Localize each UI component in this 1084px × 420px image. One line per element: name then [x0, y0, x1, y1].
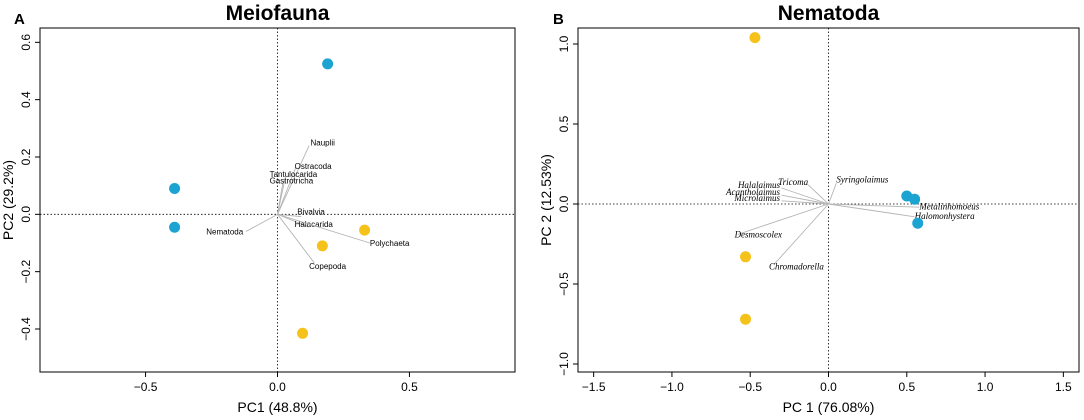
- panel-b-x-tick-label: 0.0: [820, 380, 837, 394]
- panel-b-vector-label-syringolaimus: Syringolaimus: [836, 174, 888, 184]
- panel-a-x-tick-label: 0.5: [401, 380, 418, 394]
- panel-a-vector-label-polychaeta: Polychaeta: [370, 239, 410, 248]
- panel-a-vector-polychaeta: [277, 213, 370, 244]
- panel-b-vector-label-tricoma: Tricoma: [778, 177, 809, 187]
- panel-b-x-tick-label: 0.5: [898, 380, 915, 394]
- panel-b-vector-chromadorella: [773, 203, 829, 266]
- panel-b-point-yellow: [740, 251, 752, 263]
- panel-a-vector-nauplii: [277, 145, 310, 215]
- panel-b-point-blue: [909, 193, 921, 205]
- panel-b-vector-label-microlaimus: Microlaimus: [733, 193, 780, 203]
- panel-a-y-tick-label: 0.0: [19, 206, 33, 223]
- panel-b-vector-acantholaimus: [781, 194, 829, 205]
- panel-a-vector-bivalvia: [277, 213, 302, 218]
- panel-a-x-tick-label: −0.5: [134, 380, 158, 394]
- panel-b-y-tick-label: 0.0: [557, 195, 571, 212]
- panel-a-y-tick-label: 0.4: [19, 91, 33, 108]
- panel-a-vector-label-nematoda: Nematoda: [206, 227, 243, 236]
- panel-b-y-tick-label: −0.5: [557, 272, 571, 296]
- panel-b-vector-desmoscolex: [737, 203, 829, 235]
- panel-b-vector-metalinhomoeus: [828, 203, 920, 208]
- panel-a-point-blue: [169, 183, 181, 195]
- panel-b-vector-label-metalinhomoeus: Metalinhomoeus: [918, 202, 979, 212]
- panel-b-vector-microlaimus: [781, 200, 829, 205]
- panel-b-x-tick-label: 1.5: [1055, 380, 1072, 394]
- panel-a-letter: A: [14, 11, 25, 28]
- panel-b-y-axis-label: PC 2 (12.53%): [538, 154, 554, 246]
- panel-a-x-axis-label: PC1 (48.8%): [237, 399, 317, 415]
- panel-a-vector-label-tantulocarida: Tantulocarida: [270, 170, 318, 179]
- panel-a-y-axis-label: PC2 (29.2%): [0, 160, 16, 240]
- panel-b-x-axis-label: PC 1 (76.08%): [783, 399, 875, 415]
- panel-a-vector-copepoda: [277, 214, 315, 264]
- panel-b-y-tick-label: 0.5: [557, 115, 571, 132]
- panel-b-point-yellow: [749, 32, 761, 44]
- panel-b-x-tick-label: −1.5: [582, 380, 606, 394]
- panel-a-title: Meiofauna: [226, 2, 330, 25]
- panel-b-vector-label-acantholaimus: Acantholaimus: [725, 187, 780, 197]
- panel-b-vector-label-desmoscolex: Desmoscolex: [734, 230, 782, 240]
- panel-a-point-blue: [169, 221, 181, 233]
- panel-a-vector-label-bivalvia: Bivalvia: [297, 207, 325, 216]
- panel-a-vector-label-gastrotricha: Gastrotricha: [270, 176, 314, 185]
- panel-b-vector-halomonhystera: [828, 203, 915, 218]
- panel-b-letter: B: [553, 11, 564, 28]
- panel-a-vector-label-ostracoda: Ostracoda: [295, 162, 332, 171]
- panel-a-point-yellow: [359, 224, 371, 236]
- panel-a-vector-nematoda: [245, 213, 278, 232]
- panel-b-x-tick-label: −0.5: [738, 380, 762, 394]
- panel-b-point-yellow: [740, 313, 752, 325]
- panel-b-x-tick-label: −1.0: [660, 380, 684, 394]
- panel-b-vector-syringolaimus: [828, 183, 837, 205]
- panel-a-y-tick-label: 0.6: [19, 34, 33, 51]
- panel-a-vector-label-halacarida: Halacarida: [295, 220, 334, 229]
- panel-a-vector-halacarida: [277, 213, 310, 228]
- panel-b-vector-tricoma: [807, 184, 829, 205]
- panel-b-vector-label-halalaimus: Halalaimus: [737, 180, 781, 190]
- panel-a-vector-label-nauplii: Nauplii: [310, 139, 335, 148]
- panel-b-vector-label-chromadorella: Chromadorella: [769, 262, 824, 272]
- panel-b-y-tick-label: −1.0: [557, 352, 571, 376]
- panel-b-vector-label-halomonhystera: Halomonhystera: [914, 211, 975, 221]
- panel-b-vector-halalaimus: [781, 187, 829, 205]
- panel-b-title: Nematoda: [778, 2, 880, 25]
- panel-a-y-tick-label: −0.4: [19, 317, 33, 341]
- panel-a-meiofauna: A Meiofauna −0.5 0.0 0.5 −0.4 −0.2 0.0 0.2 0.4 0.6…: [0, 2, 516, 415]
- panel-b-nematoda: B Nematoda −1.5 −1.0 −0.5 0.0 0.5 1.0 1.5 −1.0 −0.…: [538, 2, 1080, 415]
- panel-a-point-blue: [322, 58, 334, 70]
- panel-b-point-blue: [912, 217, 924, 229]
- panel-a-vector-label-copepoda: Copepoda: [309, 262, 346, 271]
- panel-a-y-tick-label: −0.2: [19, 260, 33, 284]
- panel-a-x-tick-label: 0.0: [269, 380, 286, 394]
- panel-b-y-tick-label: 1.0: [557, 35, 571, 52]
- panel-a-y-tick-label: 0.2: [19, 148, 33, 165]
- panel-a-vector-gastrotricha: [277, 183, 284, 215]
- panel-b-x-tick-label: 1.0: [977, 380, 994, 394]
- panel-a-point-yellow: [297, 327, 309, 339]
- panel-a-point-yellow: [316, 240, 328, 252]
- panel-a-vector-ostracoda: [277, 166, 297, 215]
